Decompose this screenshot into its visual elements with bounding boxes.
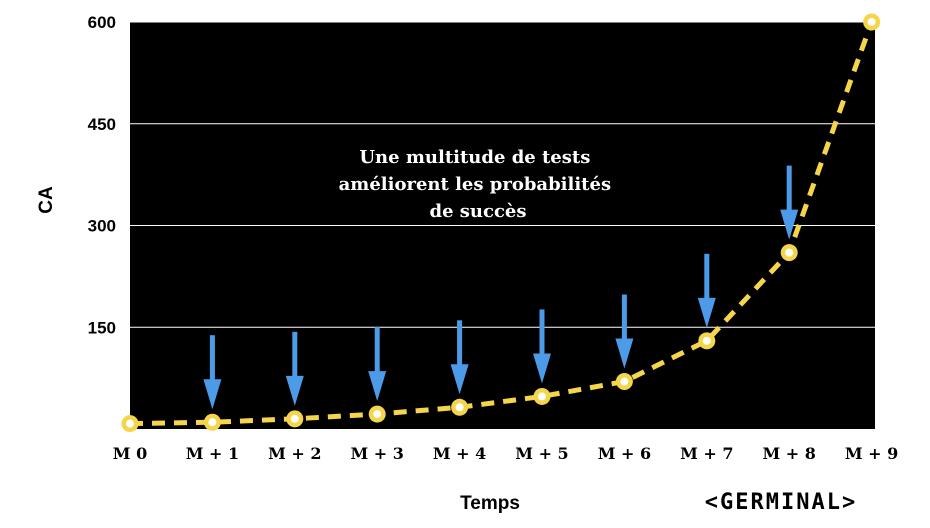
- test-arrow: [285, 331, 304, 406]
- test-arrow: [450, 320, 469, 395]
- test-arrow: [203, 335, 222, 410]
- y-tick-label: 300: [88, 217, 116, 236]
- y-tick-labels: 150 300 450 600: [88, 13, 116, 337]
- data-point: [203, 413, 221, 431]
- test-arrow: [697, 253, 716, 328]
- annotation-line-1: Une multitude de tests: [359, 147, 590, 168]
- x-tick-label: M + 6: [598, 444, 651, 463]
- data-point: [615, 373, 633, 391]
- y-tick-label: 600: [88, 13, 116, 32]
- data-points: [121, 13, 881, 433]
- x-tick-label: M + 5: [515, 444, 568, 463]
- x-tick-labels: M 0 M + 1 M + 2 M + 3 M + 4 M + 5 M + 6 M + 7 M …: [113, 444, 899, 463]
- y-tick-label: 450: [88, 115, 116, 134]
- x-tick-label: M + 3: [351, 444, 404, 463]
- data-point: [451, 398, 469, 416]
- x-tick-label: M + 7: [680, 444, 733, 463]
- x-tick-label: M 0: [113, 444, 147, 463]
- gridlines: [130, 21, 875, 328]
- data-point: [368, 405, 386, 423]
- x-tick-label: M + 4: [433, 444, 486, 463]
- series-line-path: [129, 21, 874, 427]
- test-arrow: [368, 327, 387, 402]
- y-axis-label: CA: [36, 186, 57, 214]
- annotation-line-3: de succès: [429, 201, 526, 222]
- test-arrow: [780, 165, 799, 240]
- brand-logo: <GERMINAL>: [705, 490, 857, 515]
- x-tick-label: M + 1: [186, 444, 239, 463]
- test-arrow: [533, 309, 551, 384]
- annotation-line-2: améliorent les probabilités: [339, 174, 611, 195]
- test-arrow: [615, 294, 634, 369]
- series-line: [129, 21, 874, 427]
- data-point: [533, 387, 551, 405]
- data-point: [780, 244, 798, 262]
- data-point: [863, 13, 881, 31]
- data-point: [121, 415, 139, 433]
- test-arrows: [203, 165, 799, 410]
- data-point: [698, 332, 716, 350]
- y-tick-label: 150: [88, 318, 116, 337]
- data-point: [286, 410, 304, 428]
- x-tick-label: M + 2: [268, 444, 321, 463]
- x-axis-label: Temps: [460, 493, 520, 514]
- chart-annotation: Une multitude de tests améliorent les pr…: [339, 147, 618, 222]
- x-tick-label: M + 8: [763, 444, 816, 463]
- x-tick-label: M + 9: [845, 444, 898, 463]
